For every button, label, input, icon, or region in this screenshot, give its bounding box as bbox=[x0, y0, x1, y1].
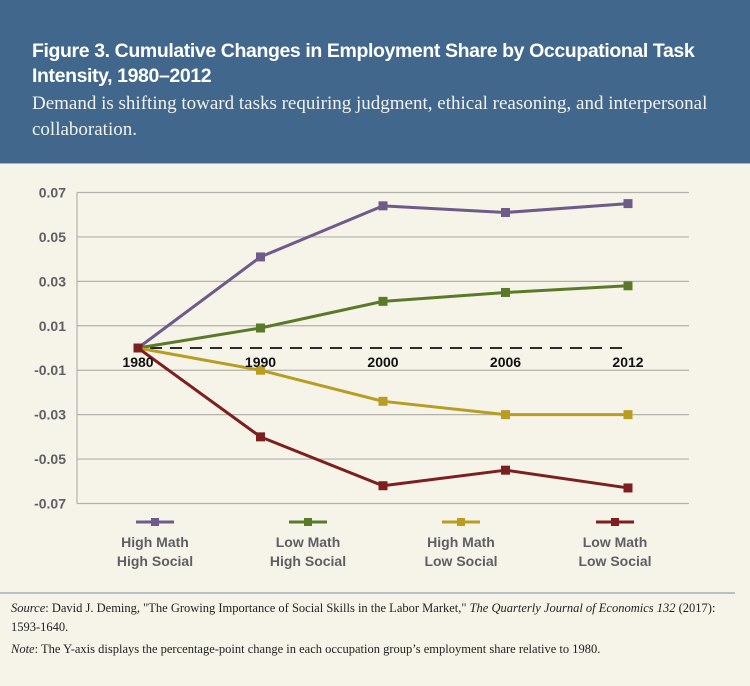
y-tick-label: 0.07 bbox=[39, 185, 66, 201]
source-label: Source bbox=[11, 601, 46, 615]
data-point bbox=[501, 207, 510, 217]
figure-header: Figure 3. Cumulative Changes in Employme… bbox=[0, 0, 750, 164]
y-tick-label: 0.03 bbox=[39, 273, 66, 289]
data-point bbox=[256, 323, 265, 333]
data-point bbox=[501, 287, 510, 297]
legend-label: High Social bbox=[270, 553, 346, 569]
series-low-math-low-social bbox=[133, 343, 633, 493]
note-label: Note bbox=[11, 642, 35, 656]
data-point bbox=[256, 432, 265, 442]
x-tick-label: 2006 bbox=[490, 354, 521, 370]
source-journal: The Quarterly Journal of Economics 132 bbox=[469, 601, 676, 615]
x-tick-label: 1980 bbox=[122, 354, 153, 370]
data-point bbox=[623, 483, 633, 493]
source-pages: (2017): 1593-1640. bbox=[11, 601, 716, 634]
y-axis-ticks: 0.07 0.05 0.03 0.01 -0.01 -0.03 -0.05 -0.07 bbox=[34, 185, 66, 512]
data-point bbox=[378, 396, 388, 406]
line-chart: 0.07 0.05 0.03 0.01 -0.01 -0.03 -0.05 -0.07 Hig… bbox=[34, 185, 689, 569]
y-tick-label: -0.05 bbox=[34, 451, 66, 467]
legend-label: Low Math bbox=[583, 534, 648, 550]
source-text: : David J. Deming, "The Growing Importan… bbox=[45, 601, 470, 615]
y-tick-label: -0.01 bbox=[34, 362, 66, 378]
legend-label: High Math bbox=[121, 534, 189, 550]
note-text: : The Y-axis displays the percentage-poi… bbox=[34, 642, 601, 656]
legend-swatch-marker bbox=[304, 518, 312, 526]
legend-label: Low Social bbox=[578, 553, 651, 569]
legend-label: High Math bbox=[427, 534, 495, 550]
legend-item: High Math High Social bbox=[117, 518, 193, 569]
legend-swatch-marker bbox=[457, 518, 465, 526]
note-footnote: Note: The Y-axis displays the percentage… bbox=[11, 640, 731, 659]
data-point bbox=[378, 201, 388, 211]
legend-item: Low Math High Social bbox=[270, 518, 346, 569]
x-tick-label: 1990 bbox=[245, 354, 276, 370]
data-point bbox=[256, 252, 265, 262]
data-point bbox=[623, 199, 633, 209]
legend-item: Low Math Low Social bbox=[578, 518, 652, 569]
data-point bbox=[378, 481, 388, 491]
data-point bbox=[378, 296, 388, 306]
legend-label: High Social bbox=[117, 553, 193, 569]
data-point bbox=[501, 465, 510, 475]
y-tick-label: 0.05 bbox=[39, 229, 66, 245]
figure-subtitle: Demand is shifting toward tasks requirin… bbox=[32, 93, 708, 140]
gridlines bbox=[76, 191, 689, 505]
y-tick-label: -0.03 bbox=[34, 407, 66, 423]
source-footnote: Source: David J. Deming, "The Growing Im… bbox=[11, 599, 731, 637]
x-axis-ticks: 1980 1990 2000 2006 2012 bbox=[122, 354, 643, 370]
legend-label: Low Social bbox=[424, 553, 497, 569]
data-point bbox=[501, 410, 510, 420]
y-tick-label: -0.07 bbox=[34, 496, 66, 512]
legend-swatch-marker bbox=[611, 518, 619, 526]
legend-swatch-marker bbox=[151, 518, 159, 526]
series-group bbox=[133, 199, 633, 493]
series-high-math-high-social bbox=[133, 199, 633, 353]
series-low-math-high-social bbox=[133, 281, 633, 353]
footnote-divider bbox=[0, 592, 735, 594]
data-point bbox=[133, 343, 143, 353]
figure-title: Figure 3. Cumulative Changes in Employme… bbox=[32, 40, 695, 87]
x-tick-label: 2000 bbox=[367, 354, 398, 370]
x-tick-label: 2012 bbox=[612, 354, 643, 370]
y-tick-label: 0.01 bbox=[39, 318, 66, 334]
data-point bbox=[623, 281, 633, 291]
legend-label: Low Math bbox=[276, 534, 341, 550]
legend-item: High Math Low Social bbox=[424, 518, 498, 569]
data-point bbox=[623, 410, 633, 420]
data-point bbox=[256, 365, 265, 375]
